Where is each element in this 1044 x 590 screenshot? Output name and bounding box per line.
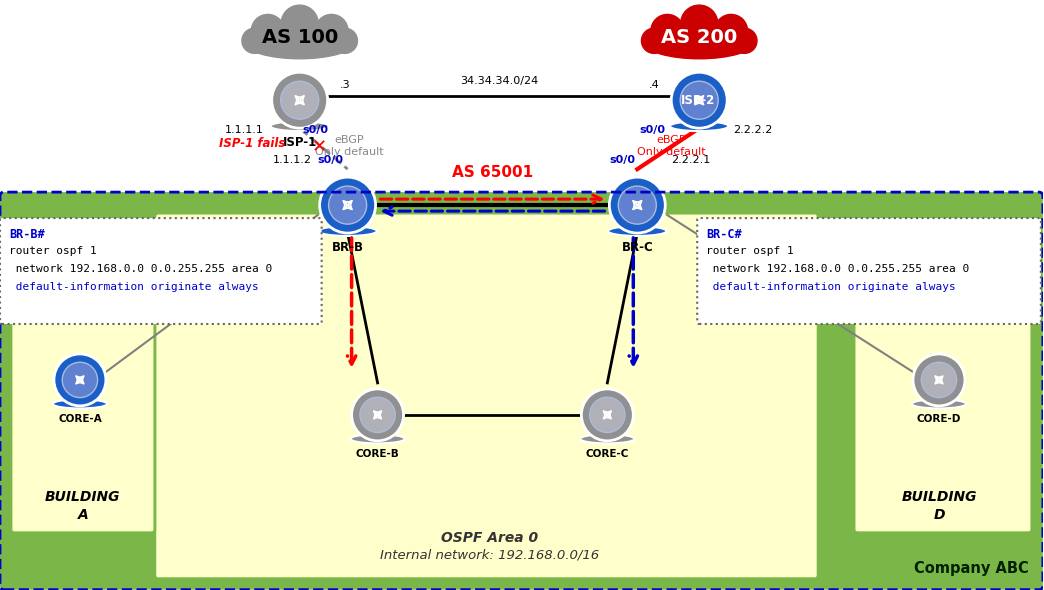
Text: ISP-1: ISP-1 bbox=[283, 136, 316, 149]
Text: ✕: ✕ bbox=[312, 138, 327, 156]
Circle shape bbox=[63, 362, 97, 398]
Text: AS 65001: AS 65001 bbox=[452, 165, 533, 179]
Circle shape bbox=[618, 186, 657, 224]
Ellipse shape bbox=[270, 122, 329, 131]
Circle shape bbox=[671, 72, 728, 128]
Text: Only default: Only default bbox=[637, 147, 706, 157]
Circle shape bbox=[332, 28, 357, 53]
Circle shape bbox=[582, 389, 634, 441]
Ellipse shape bbox=[644, 26, 754, 59]
Text: 2.2.2.2: 2.2.2.2 bbox=[733, 125, 773, 135]
Text: s0/0: s0/0 bbox=[317, 155, 343, 165]
FancyBboxPatch shape bbox=[0, 218, 322, 324]
Text: eBGP: eBGP bbox=[335, 135, 364, 145]
Text: Company ABC: Company ABC bbox=[915, 560, 1029, 576]
Ellipse shape bbox=[52, 399, 108, 408]
Text: network 192.168.0.0 0.0.255.255 area 0: network 192.168.0.0 0.0.255.255 area 0 bbox=[706, 264, 970, 274]
Text: s0/0: s0/0 bbox=[303, 125, 329, 135]
Text: CORE-A: CORE-A bbox=[58, 414, 101, 424]
Text: BR-C#: BR-C# bbox=[706, 228, 742, 241]
Circle shape bbox=[681, 81, 718, 119]
Ellipse shape bbox=[608, 226, 667, 236]
Text: ISP-2: ISP-2 bbox=[682, 94, 715, 107]
Text: BR-B#: BR-B# bbox=[9, 228, 45, 241]
Text: A: A bbox=[77, 508, 89, 522]
FancyBboxPatch shape bbox=[0, 192, 1043, 589]
Text: BUILDING: BUILDING bbox=[45, 490, 121, 504]
Circle shape bbox=[714, 14, 748, 47]
Circle shape bbox=[352, 389, 404, 441]
Circle shape bbox=[641, 28, 667, 53]
Text: D: D bbox=[933, 508, 945, 522]
Text: BR-C: BR-C bbox=[621, 241, 654, 254]
Circle shape bbox=[281, 81, 318, 119]
Circle shape bbox=[914, 354, 965, 406]
Text: network 192.168.0.0 0.0.255.255 area 0: network 192.168.0.0 0.0.255.255 area 0 bbox=[9, 264, 272, 274]
Text: AS 100: AS 100 bbox=[262, 28, 338, 47]
Circle shape bbox=[681, 5, 718, 42]
Ellipse shape bbox=[318, 226, 377, 236]
Ellipse shape bbox=[911, 399, 967, 408]
Ellipse shape bbox=[244, 26, 355, 59]
FancyBboxPatch shape bbox=[854, 239, 1031, 533]
Text: BUILDING: BUILDING bbox=[901, 490, 977, 504]
Text: 34.34.34.0/24: 34.34.34.0/24 bbox=[460, 76, 539, 86]
Circle shape bbox=[271, 72, 328, 128]
FancyBboxPatch shape bbox=[11, 239, 155, 533]
Text: router ospf 1: router ospf 1 bbox=[706, 246, 794, 256]
Circle shape bbox=[252, 14, 284, 47]
Text: CORE-B: CORE-B bbox=[356, 449, 400, 459]
FancyBboxPatch shape bbox=[697, 218, 1041, 324]
Text: Internal network: 192.168.0.0/16: Internal network: 192.168.0.0/16 bbox=[380, 548, 599, 561]
Circle shape bbox=[921, 362, 956, 398]
Circle shape bbox=[242, 28, 267, 53]
Circle shape bbox=[732, 28, 757, 53]
Text: BR-B: BR-B bbox=[332, 241, 363, 254]
Circle shape bbox=[281, 5, 318, 42]
Ellipse shape bbox=[670, 122, 729, 131]
Text: router ospf 1: router ospf 1 bbox=[9, 246, 97, 256]
Circle shape bbox=[319, 177, 376, 233]
Text: default-information originate always: default-information originate always bbox=[9, 282, 259, 292]
Text: eBGP: eBGP bbox=[657, 135, 686, 145]
Text: CORE-D: CORE-D bbox=[917, 414, 962, 424]
Text: .3: .3 bbox=[339, 80, 350, 90]
Circle shape bbox=[360, 397, 396, 432]
Text: Only default: Only default bbox=[315, 147, 384, 157]
Text: s0/0: s0/0 bbox=[610, 155, 636, 165]
Circle shape bbox=[329, 186, 366, 224]
Circle shape bbox=[610, 177, 665, 233]
Text: s0/0: s0/0 bbox=[639, 125, 665, 135]
Text: OSPF Area 0: OSPF Area 0 bbox=[441, 531, 538, 545]
Text: 1.1.1.2: 1.1.1.2 bbox=[272, 155, 312, 165]
Text: default-information originate always: default-information originate always bbox=[706, 282, 956, 292]
Ellipse shape bbox=[351, 434, 405, 444]
Circle shape bbox=[650, 14, 684, 47]
Circle shape bbox=[315, 14, 348, 47]
Circle shape bbox=[54, 354, 105, 406]
Ellipse shape bbox=[580, 434, 635, 444]
Text: CORE-C: CORE-C bbox=[586, 449, 630, 459]
FancyBboxPatch shape bbox=[155, 213, 818, 579]
Text: 2.2.2.1: 2.2.2.1 bbox=[671, 155, 711, 165]
Text: 1.1.1.1: 1.1.1.1 bbox=[224, 125, 264, 135]
Circle shape bbox=[590, 397, 625, 432]
Text: AS 200: AS 200 bbox=[661, 28, 737, 47]
Text: ISP-1 fails: ISP-1 fails bbox=[219, 137, 286, 150]
Text: .4: .4 bbox=[648, 80, 659, 90]
